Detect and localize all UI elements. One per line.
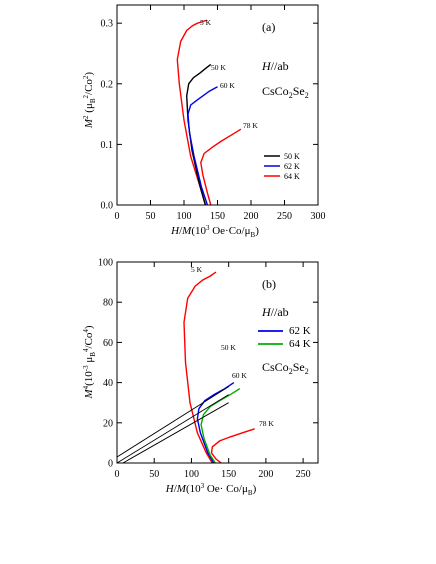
y-tick-label: 80 [103, 298, 113, 309]
panel-b-temp-78k: 78 K [259, 419, 274, 428]
x-tick-label: 150 [221, 469, 236, 480]
panel-a-ticks: 0 50 100 150 200 250 300 0.0 0.1 0.2 0.3 [101, 5, 326, 222]
y-tick-label: 0.3 [101, 19, 114, 30]
panel-b-legend: 62 K 64 K [258, 325, 311, 350]
x-tick-label: 250 [277, 211, 292, 222]
x-tick-label: 200 [244, 211, 259, 222]
panel-a-label: (a) [262, 20, 275, 34]
fit-line-0 [116, 386, 229, 458]
series-line-5k [176, 19, 208, 206]
panel-a: 0 50 100 150 200 250 300 0.0 0.1 0.2 0.3 (a) H//ab… [82, 4, 326, 239]
panel-a-compound: CsCo2Se2 [262, 84, 309, 100]
x-tick-label: 0 [115, 469, 120, 480]
panel-b-label: (b) [262, 277, 276, 291]
x-tick-label: 50 [149, 469, 159, 480]
x-tick-label: 200 [258, 469, 273, 480]
panel-b-field-dir: H//ab [261, 305, 289, 319]
x-tick-label: 100 [177, 211, 192, 222]
fit-line-1 [116, 394, 229, 464]
series-line-50k [185, 63, 212, 206]
panel-a-xlabel: H/M(103 Oe·Co/μB) [170, 224, 259, 239]
panel-b-temp-50k: 50 K [221, 343, 236, 352]
x-tick-label: 0 [115, 211, 120, 222]
x-tick-label: 100 [184, 469, 199, 480]
legend-b-62k-label: 62 K [289, 325, 311, 337]
series-line-78k [200, 128, 242, 206]
y-tick-label: 0 [108, 459, 113, 470]
series-line-62k [187, 86, 218, 206]
panel-b-temp-5k: 5 K [191, 265, 203, 274]
panel-b-compound: CsCo2Se2 [262, 360, 309, 376]
legend-62k-label: 62 K [284, 162, 300, 171]
x-tick-label: 250 [296, 469, 311, 480]
panel-a-ylabel: M2 (μB2/Co2) [82, 72, 97, 130]
y-tick-label: 20 [103, 418, 113, 429]
panel-a-field-dir: H//ab [261, 59, 289, 73]
panel-a-temp-50k: 50 K [211, 63, 226, 72]
panel-b-frame [116, 261, 319, 464]
legend-64k-label: 64 K [284, 172, 300, 181]
panel-b-xlabel: H/M(103 Oe· Co/μB) [165, 482, 257, 497]
panel-b-ylabel: M4(10-3 μB4/Co4) [82, 325, 97, 399]
y-tick-label: 40 [103, 378, 113, 389]
x-tick-label: 150 [210, 211, 225, 222]
series-line-64k [200, 388, 241, 464]
series-line-78k [210, 428, 255, 464]
panel-a-temp-5k: 5 K [200, 18, 212, 27]
series-line-62k [196, 382, 235, 464]
x-tick-label: 300 [311, 211, 326, 222]
x-tick-label: 50 [146, 211, 156, 222]
panel-a-curves [176, 19, 242, 206]
panel-b: 0 50 100 150 200 250 0 20 40 60 80 100 (b) H//ab Cs… [82, 258, 319, 497]
legend-50k-label: 50 K [284, 152, 300, 161]
panel-b-curves [116, 271, 255, 464]
panel-b-temp-60k: 60 K [232, 371, 247, 380]
fit-line-2 [122, 402, 229, 464]
panel-a-temp-78k: 78 K [243, 121, 258, 130]
series-line-5k [183, 271, 217, 464]
y-tick-label: 100 [98, 258, 113, 269]
panel-a-temp-60k: 60 K [220, 81, 235, 90]
y-tick-label: 60 [103, 338, 113, 349]
y-tick-label: 0.1 [101, 140, 114, 151]
legend-b-64k-label: 64 K [289, 338, 311, 350]
panel-b-ticks: 0 50 100 150 200 250 0 20 40 60 80 100 [98, 258, 318, 480]
panel-a-legend: 50 K 62 K 64 K [264, 152, 300, 181]
y-tick-label: 0.2 [101, 79, 114, 90]
y-tick-label: 0.0 [101, 201, 114, 212]
